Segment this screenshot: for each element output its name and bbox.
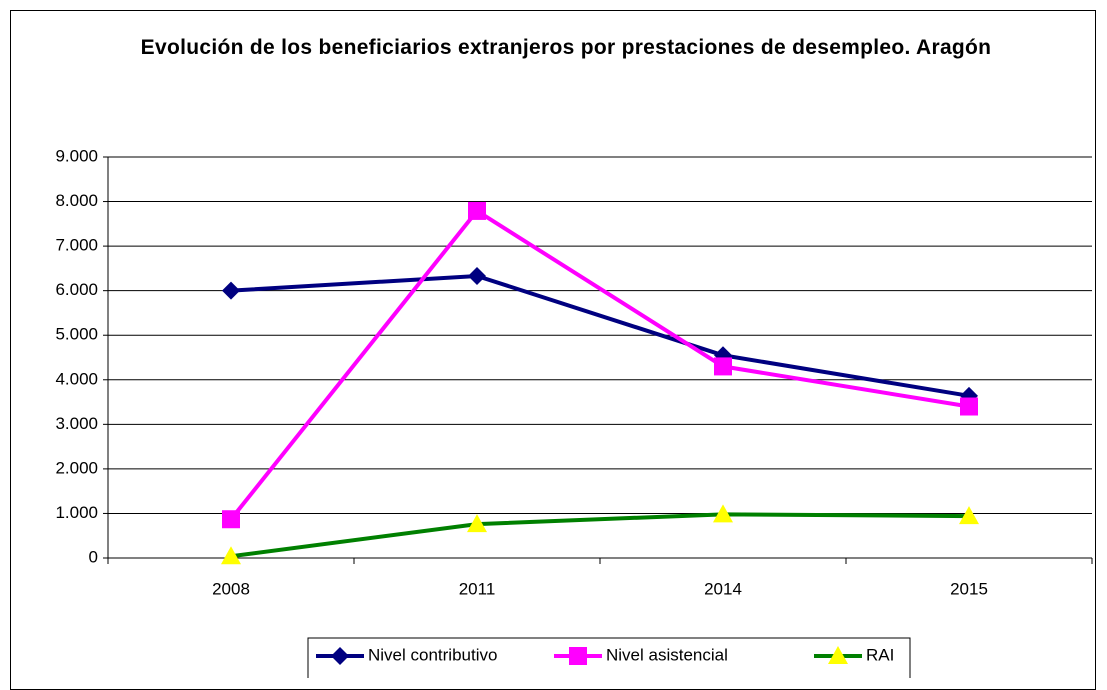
chart-title: Evolución de los beneficiarios extranjer…	[140, 36, 992, 59]
marker	[222, 281, 240, 300]
marker	[467, 514, 487, 533]
y-tick-label: 9.000	[55, 146, 98, 165]
y-tick-label: 6.000	[55, 280, 98, 299]
marker	[468, 266, 486, 285]
x-tick-label: 2015	[950, 579, 988, 598]
legend-label: RAI	[866, 645, 894, 664]
marker	[828, 646, 848, 664]
y-tick-label: 2.000	[55, 458, 98, 477]
x-tick-label: 2008	[212, 579, 250, 598]
series-line	[230, 273, 970, 398]
y-tick-label: 4.000	[55, 369, 98, 388]
marker	[960, 397, 978, 416]
legend-label: Nivel contributivo	[368, 645, 497, 664]
series-line	[230, 512, 970, 559]
marker	[714, 357, 732, 376]
x-tick-label: 2014	[704, 579, 742, 598]
marker	[331, 647, 349, 665]
y-tick-label: 5.000	[55, 325, 98, 344]
marker	[221, 546, 241, 565]
marker	[959, 506, 979, 525]
marker	[468, 201, 486, 220]
y-tick-label: 0	[89, 547, 98, 566]
y-tick-label: 3.000	[55, 414, 98, 433]
y-tick-label: 1.000	[55, 503, 98, 522]
marker	[222, 510, 240, 529]
legend-box	[307, 637, 911, 678]
y-tick-label: 7.000	[55, 236, 98, 255]
series-line	[229, 208, 970, 521]
y-tick-label: 8.000	[55, 191, 98, 210]
marker	[713, 504, 733, 523]
x-tick-label: 2011	[459, 579, 496, 598]
legend-label: Nivel asistencial	[606, 645, 728, 664]
marker	[569, 647, 587, 665]
